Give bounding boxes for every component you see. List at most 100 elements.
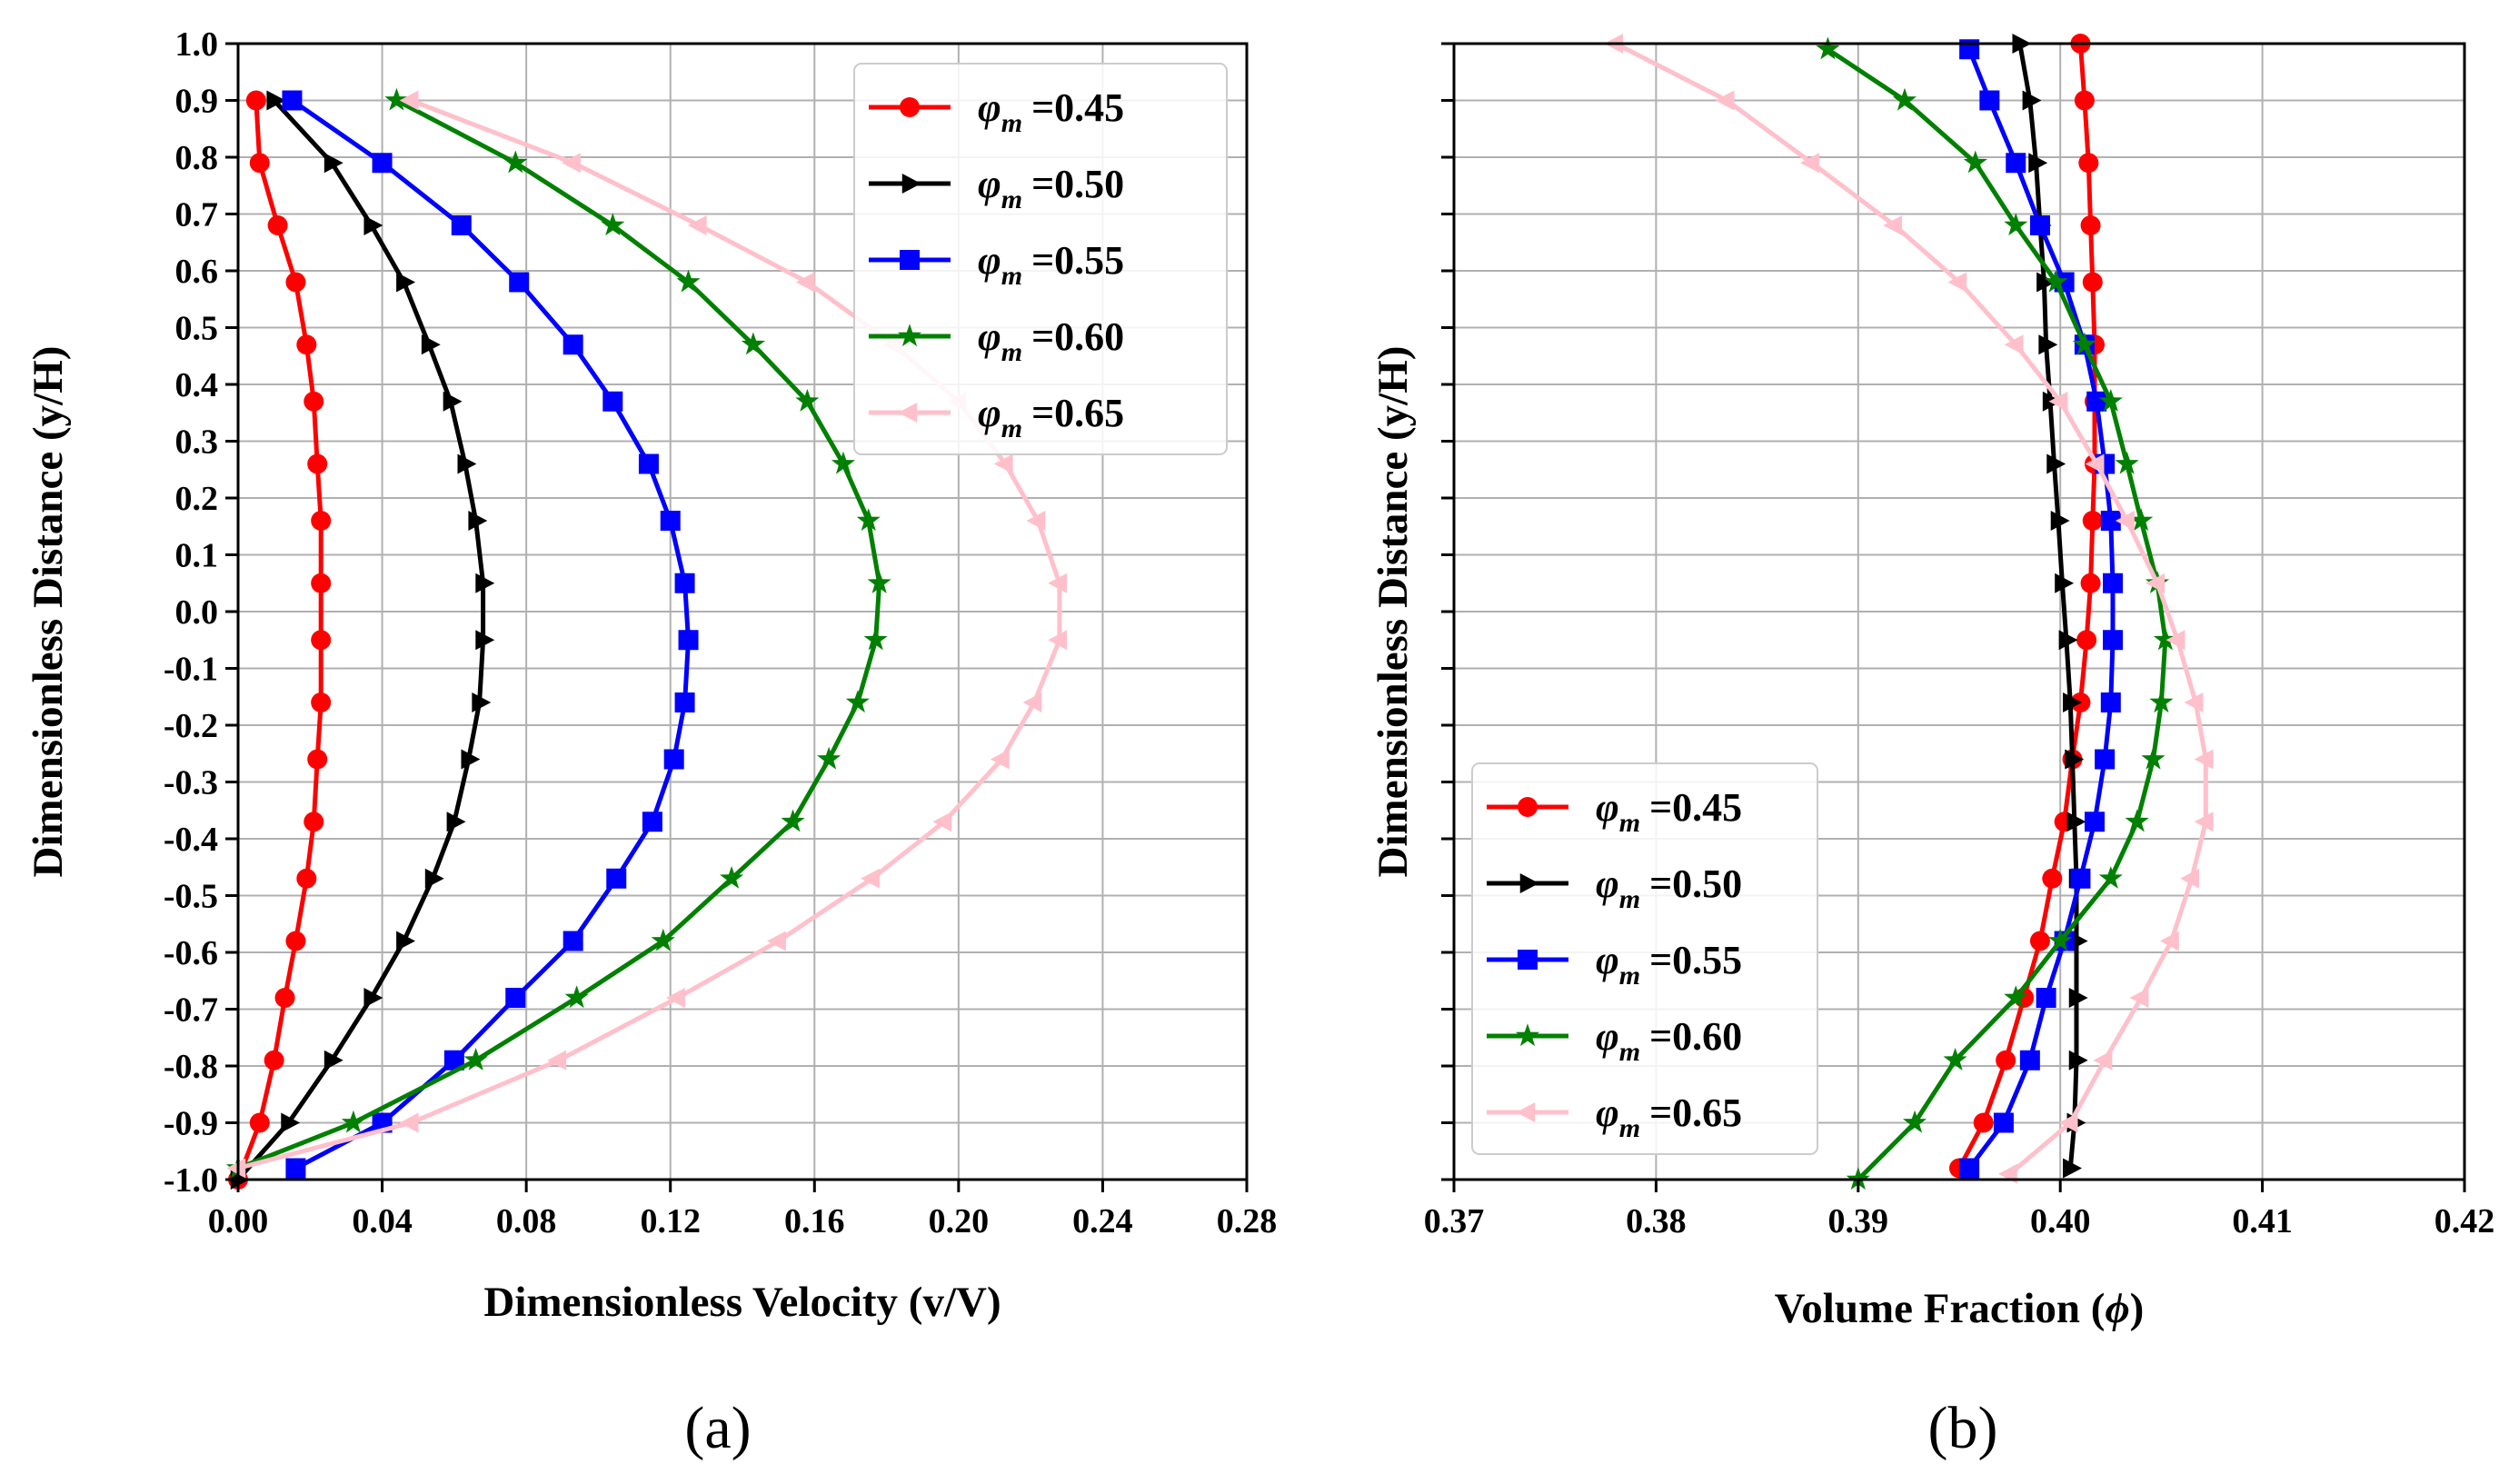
panel-a-data-point xyxy=(602,391,623,412)
panel-a-data-point xyxy=(304,812,324,832)
panel-a-data-point xyxy=(863,627,888,651)
legend-subscript: m xyxy=(1001,337,1022,367)
legend-subscript: m xyxy=(1001,261,1022,291)
panel-a-data-point xyxy=(563,931,583,951)
legend-symbol: φ xyxy=(978,162,1001,206)
panel-a-data-point xyxy=(307,749,328,770)
panel-a-data-point xyxy=(324,153,344,174)
panel-a-series-2 xyxy=(282,90,699,1179)
panel-b-data-point xyxy=(2141,746,2166,770)
panel-a-data-point xyxy=(396,272,416,293)
panel-b-data-point xyxy=(2019,1050,2040,1071)
panel-a-data-point xyxy=(267,215,288,235)
panel-a-data-point xyxy=(245,90,266,111)
panel-a-data-point xyxy=(720,866,744,889)
panel-a-data-point xyxy=(363,215,383,235)
panel-a-legend-label: φm =0.60 xyxy=(978,314,1124,367)
panel-a-data-point xyxy=(296,868,317,889)
panel-b-series-4 xyxy=(1604,34,2214,1184)
panel-a-data-point xyxy=(421,334,441,355)
legend-subscript: m xyxy=(1001,184,1022,214)
panel-a-data-point xyxy=(307,453,328,474)
panel-a-data-point xyxy=(324,1050,344,1071)
panel-a-y-tick-label: -0.7 xyxy=(164,991,218,1030)
panel-b-data-point xyxy=(2058,630,2078,651)
panel-a-data-point xyxy=(817,746,841,770)
panel-b-data-point xyxy=(2006,153,2026,174)
panel-b-data-point xyxy=(2082,511,2103,531)
panel-a-data-point xyxy=(564,985,589,1009)
panel-b-x-tick-label: 0.39 xyxy=(1828,1202,1889,1240)
panel-b-legend-label: φm =0.65 xyxy=(1596,1091,1742,1143)
panel-b-legend-entry: φm =0.45 xyxy=(1487,785,1742,838)
panel-b-label: (b) xyxy=(1928,1395,1998,1461)
panel-a-data-point xyxy=(674,573,695,593)
panel-a-data-point xyxy=(249,153,270,174)
panel-a-data-point xyxy=(547,1050,567,1071)
panel-a-data-point xyxy=(781,809,805,832)
panel-a-y-tick-label: -0.8 xyxy=(164,1048,218,1086)
legend-subscript: m xyxy=(1619,961,1640,991)
panel-a-data-point xyxy=(990,749,1010,770)
panel-b-data-point xyxy=(2098,389,2123,412)
panel-b-data-point xyxy=(2063,692,2082,712)
panel-b-legend-entry: φm =0.60 xyxy=(1487,1014,1742,1067)
panel-a-y-tick-label: 1.0 xyxy=(175,25,219,64)
panel-a-data-point xyxy=(274,988,295,1008)
panel-b-volume-fraction-chart: 0.37 0.38 0.39 0.40 0.41 0.42 Volume Fraction… xyxy=(1369,34,2494,1461)
panel-b-data-point xyxy=(2068,988,2088,1008)
legend-symbol: φ xyxy=(978,238,1001,283)
legend-value: =0.50 xyxy=(1649,862,1742,906)
panel-a-data-point xyxy=(266,90,286,111)
panel-a-x-tick-label: 0.16 xyxy=(784,1202,845,1240)
legend-symbol: φ xyxy=(1596,1091,1619,1135)
panel-b-x-axis-title-symbol: ϕ xyxy=(2105,1285,2129,1332)
panel-a-legend-marker xyxy=(900,97,920,117)
panel-a-y-tick-label: -0.9 xyxy=(164,1105,218,1143)
panel-a-x-tick-label: 0.28 xyxy=(1217,1202,1278,1240)
panel-a-x-axis-title: Dimensionless Velocity (v/V) xyxy=(483,1279,1001,1326)
panel-a-series-3 xyxy=(225,87,891,1179)
panel-a-data-point xyxy=(282,90,303,111)
panel-a-data-point xyxy=(475,573,495,593)
panel-b-data-point xyxy=(2103,573,2124,593)
panel-a-legend-label: φm =0.65 xyxy=(978,391,1124,443)
panel-b-legend-marker xyxy=(1516,1102,1536,1122)
panel-b-data-point xyxy=(2065,749,2085,770)
panel-b-data-point xyxy=(2149,690,2174,713)
panel-a-data-point xyxy=(264,1050,284,1071)
panel-a-data-point xyxy=(1022,692,1042,712)
panel-a-series-0 xyxy=(228,90,332,1190)
panel-b-data-point xyxy=(2072,332,2096,355)
legend-value: =0.45 xyxy=(1031,85,1124,130)
panel-a-y-tick-label: -0.6 xyxy=(164,934,218,972)
panel-a-data-point xyxy=(503,150,528,174)
panel-b-y-axis-title: Dimensionless Distance (y/H) xyxy=(1369,346,1417,878)
panel-a-data-point xyxy=(993,453,1013,474)
panel-a-data-point xyxy=(304,391,324,412)
panel-b-data-point xyxy=(2066,812,2086,832)
panel-b-x-tick-label: 0.38 xyxy=(1626,1202,1687,1240)
panel-b-data-point xyxy=(2098,866,2123,889)
panel-b-legend-entry: φm =0.65 xyxy=(1487,1091,1742,1143)
panel-a-x-tick-label: 0.00 xyxy=(208,1202,269,1240)
panel-a-data-point xyxy=(424,868,444,889)
panel-a-y-tick-label: -0.2 xyxy=(164,707,218,745)
panel-a-data-point xyxy=(249,1112,270,1133)
panel-b-legend-marker xyxy=(1518,950,1538,970)
panel-a-legend-marker xyxy=(901,174,921,194)
panel-b-x-tick-label: 0.41 xyxy=(2232,1202,2293,1240)
panel-a-data-point xyxy=(606,868,627,889)
panel-a-data-point xyxy=(831,451,856,474)
panel-a-data-point xyxy=(1048,573,1068,593)
panel-a-data-point xyxy=(311,692,332,712)
panel-a-data-point xyxy=(1026,511,1046,531)
panel-a-data-point xyxy=(472,692,492,712)
panel-a-data-point xyxy=(509,272,530,293)
panel-b-legend-marker xyxy=(1518,797,1538,817)
panel-a-y-tick-label: 0.3 xyxy=(175,423,219,462)
panel-a-data-point xyxy=(372,153,393,174)
panel-a-y-tick-label: -0.1 xyxy=(164,651,218,689)
panel-a-legend-marker xyxy=(897,324,922,347)
